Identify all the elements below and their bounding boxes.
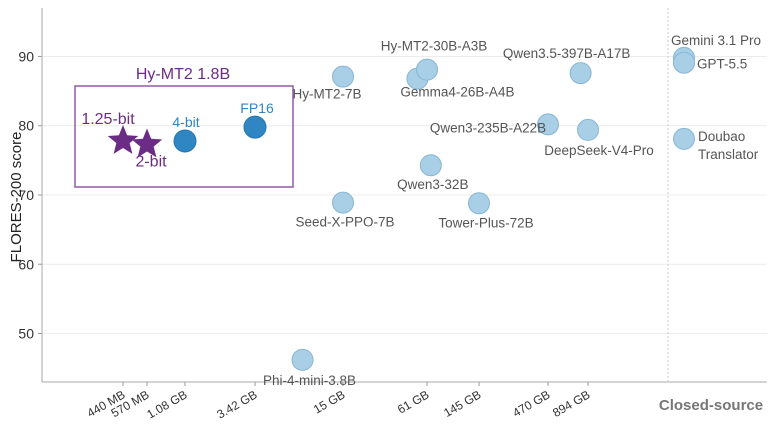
point-marker [673,127,695,150]
point-label: Tower-Plus-72B [438,215,533,230]
point-marker [173,129,197,153]
x-tick-label: 1.08 GB [144,387,189,421]
point-marker [537,113,559,136]
y-tick-label: 80 [18,118,34,134]
point-label: Qwen3-32B [397,177,468,192]
point-label: 2-bit [135,153,167,170]
highlight-box-layer: Hy-MT2 1.8B [74,66,294,188]
point-marker [332,65,354,88]
point-label: Translator [698,147,759,162]
point-label: Doubao [698,129,745,144]
star-marker [131,128,163,158]
point-label: Seed-X-PPO-7B [295,215,394,230]
point-marker [468,192,490,215]
x-tick-label: 61 GB [395,387,431,416]
point-marker [332,191,354,214]
highlight-box-title: Hy-MT2 1.8B [136,66,230,83]
star-marker [107,124,139,154]
grid-layer [42,55,767,335]
point-label: Phi-4-mini-3.8B [263,373,356,388]
point-marker [569,62,592,85]
point-marker [419,154,442,177]
point-label: DeepSeek-V4-Pro [544,143,654,158]
point-label: FP16 [240,100,274,116]
point-marker [673,51,695,74]
point-label: Qwen3.5-397B-A17B [503,46,631,61]
point-label: Hy-MT2-30B-A3B [381,39,488,54]
labels-layer: 1.25-bit 2-bit 4-bit FP16 Hy-MT2-7B Seed-X-PP… [81,33,761,388]
point-marker [291,348,314,371]
point-label: 1.25-bit [81,111,135,128]
point-label: 4-bit [172,114,199,130]
point-label: GPT-5.5 [697,57,747,72]
point-label: Gemma4-26B-A4B [400,85,514,100]
point-label: Hy-MT2-7B [292,87,361,102]
y-tick-label: 60 [18,256,34,272]
y-tick-label: 50 [18,326,34,342]
x-tick-label: 3.42 GB [214,387,259,421]
closed-source-label: Closed-source [659,397,763,414]
point-label: Qwen3-235B-A22B [430,120,546,135]
x-tick-label: 145 GB [441,387,483,419]
y-tick-label: 90 [18,48,34,64]
x-tick-label: 894 GB [550,387,592,419]
point-marker [243,115,267,139]
point-marker [416,58,438,81]
marks-layer [107,46,695,371]
highlight-box [74,85,294,188]
y-axis-label: FLORES-200 score [8,132,25,263]
point-label: Gemini 3.1 Pro [671,33,761,48]
x-tick-label: 15 GB [311,387,347,416]
point-marker [577,118,599,141]
x-tick-label: 470 GB [510,387,552,419]
y-tick-label: 70 [18,187,34,203]
